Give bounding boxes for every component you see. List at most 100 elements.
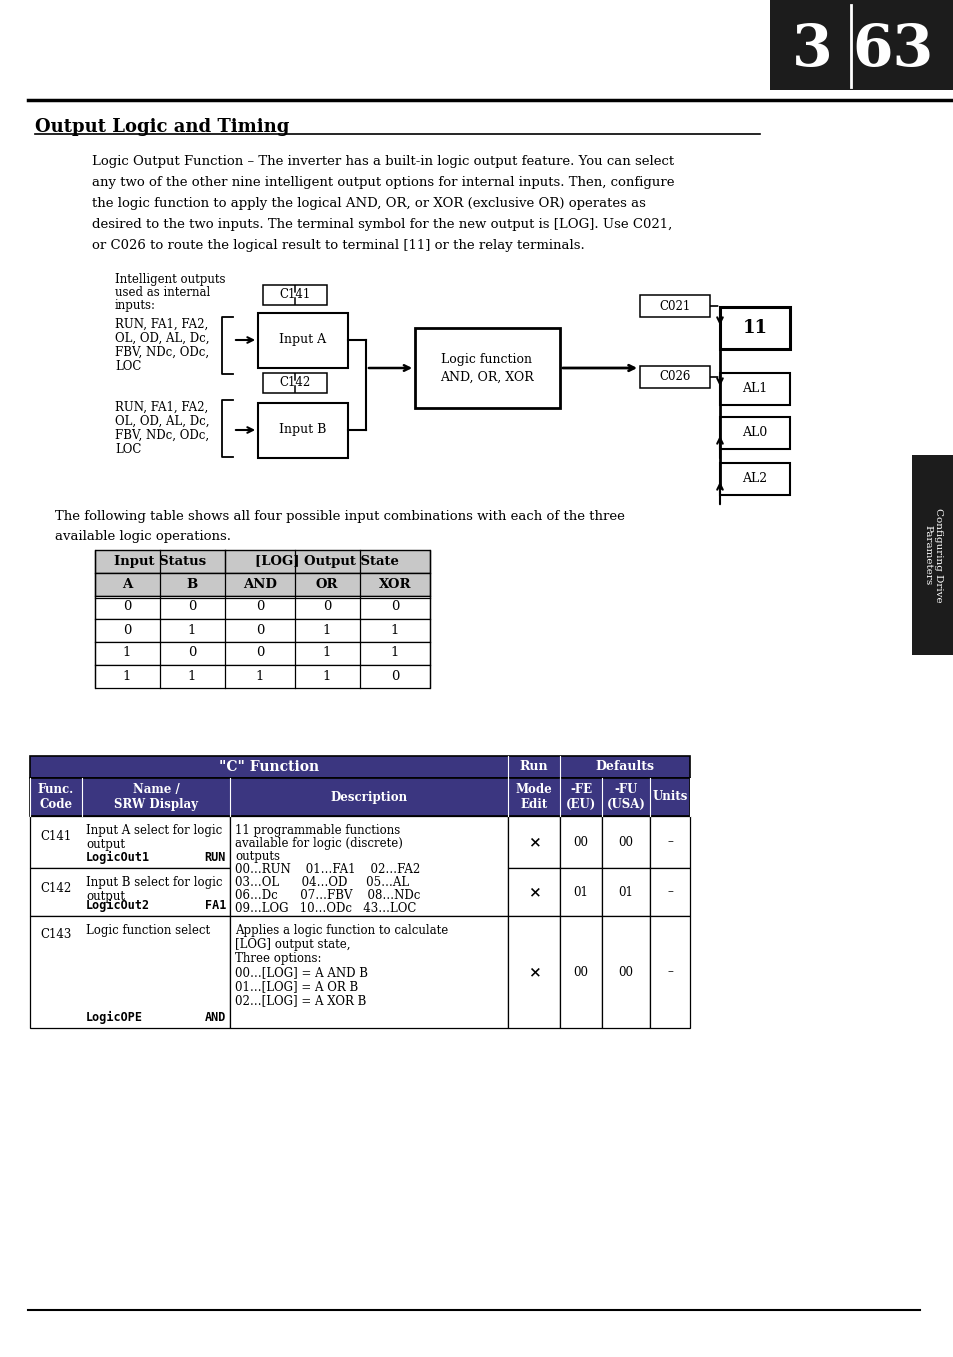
Bar [263, 373, 327, 394]
Text: The following table shows all four possible input combinations with each of the : The following table shows all four possi… [55, 510, 624, 522]
Text: C026: C026 [659, 370, 690, 384]
Text: C142: C142 [279, 376, 311, 389]
Text: outputs: outputs [234, 849, 280, 863]
Text: [LOG] output state,: [LOG] output state, [234, 938, 350, 951]
Text: Intelligent outputs: Intelligent outputs [115, 273, 225, 286]
Bar [30, 868, 230, 916]
Bar [257, 313, 348, 368]
Bar [30, 816, 230, 868]
Text: LOC: LOC [115, 360, 141, 373]
Text: OL, OD, AL, Dc,: OL, OD, AL, Dc, [115, 332, 210, 345]
Text: 1: 1 [322, 669, 331, 683]
Text: 0: 0 [188, 646, 196, 660]
Text: the logic function to apply the logical AND, OR, or XOR (exclusive OR) operates : the logic function to apply the logical … [91, 197, 645, 210]
Text: C021: C021 [659, 300, 690, 312]
Text: 00…RUN    01…FA1    02…FA2: 00…RUN 01…FA1 02…FA2 [234, 863, 420, 877]
Text: 1: 1 [123, 669, 132, 683]
Text: Mode
Edit: Mode Edit [515, 783, 552, 811]
Text: -FU
(USA): -FU (USA) [606, 783, 645, 811]
Bar [639, 294, 709, 318]
Text: Logic function: Logic function [441, 354, 532, 366]
Bar [911, 455, 953, 655]
Text: Logic function select: Logic function select [86, 924, 210, 936]
Text: 11 programmable functions: 11 programmable functions [234, 824, 400, 837]
Text: 03…OL      04…OD     05…AL: 03…OL 04…OD 05…AL [234, 877, 409, 889]
Text: XOR: XOR [378, 578, 411, 590]
Text: 1: 1 [322, 646, 331, 660]
Text: AND: AND [204, 1011, 226, 1025]
Text: OL, OD, AL, Dc,: OL, OD, AL, Dc, [115, 415, 210, 427]
Text: any two of the other nine intelligent output options for internal inputs. Then, : any two of the other nine intelligent ou… [91, 176, 674, 189]
Text: 02…[LOG] = A XOR B: 02…[LOG] = A XOR B [234, 993, 366, 1007]
Text: AL0: AL0 [741, 426, 767, 440]
Text: Applies a logic function to calculate: Applies a logic function to calculate [234, 924, 448, 936]
Bar [95, 573, 430, 596]
Text: 01…[LOG] = A OR B: 01…[LOG] = A OR B [234, 980, 358, 993]
Bar [230, 816, 507, 916]
Bar [649, 816, 689, 868]
Text: 1: 1 [255, 669, 264, 683]
Text: 09…LOG   10…ODc   43…LOC: 09…LOG 10…ODc 43…LOC [234, 902, 416, 915]
Text: Input B: Input B [279, 423, 326, 437]
Text: AND: AND [243, 578, 276, 590]
Text: –: – [666, 836, 672, 848]
Bar [30, 916, 230, 1029]
Text: inputs:: inputs: [115, 299, 156, 312]
Text: AND, OR, XOR: AND, OR, XOR [439, 370, 534, 384]
Text: Input A: Input A [279, 334, 326, 346]
Text: Func.
Code: Func. Code [38, 783, 74, 811]
Text: Name /
SRW Display: Name / SRW Display [113, 783, 198, 811]
Text: Run: Run [519, 760, 548, 773]
Bar [601, 916, 649, 1029]
Text: -FE
(EU): -FE (EU) [565, 783, 596, 811]
Text: FBV, NDc, ODc,: FBV, NDc, ODc, [115, 429, 209, 442]
Text: 1: 1 [391, 623, 398, 636]
Text: 0: 0 [188, 601, 196, 613]
Text: LogicOut2: LogicOut2 [86, 898, 150, 912]
Bar [95, 596, 430, 619]
Text: 0: 0 [391, 601, 398, 613]
Text: or C026 to route the logical result to terminal [11] or the relay terminals.: or C026 to route the logical result to t… [91, 239, 584, 252]
Bar [649, 868, 689, 916]
Bar [559, 916, 601, 1029]
Bar [263, 285, 327, 305]
Text: AL1: AL1 [741, 383, 767, 395]
Bar [30, 778, 689, 816]
Text: C141: C141 [279, 289, 311, 301]
Text: LogicOPE: LogicOPE [86, 1011, 143, 1025]
Text: used as internal: used as internal [115, 286, 210, 299]
Text: Three options:: Three options: [234, 953, 321, 965]
Text: LOC: LOC [115, 442, 141, 456]
Text: OR: OR [315, 578, 338, 590]
Text: [LOG] Output State: [LOG] Output State [254, 555, 398, 567]
Text: 0: 0 [391, 669, 398, 683]
Text: C143: C143 [40, 927, 71, 940]
Bar [559, 816, 601, 868]
Text: C141: C141 [40, 829, 71, 843]
Text: –: – [666, 965, 672, 978]
Text: ×: × [527, 885, 539, 898]
Text: A: A [122, 578, 132, 590]
Text: 3: 3 [791, 22, 832, 77]
Bar [601, 868, 649, 916]
Text: 0: 0 [123, 623, 132, 636]
Bar [415, 328, 559, 408]
Text: Defaults: Defaults [595, 760, 654, 773]
Text: 00: 00 [618, 836, 633, 848]
Text: Output Logic and Timing: Output Logic and Timing [35, 118, 289, 136]
Bar [720, 373, 789, 404]
Text: 1: 1 [188, 669, 196, 683]
Text: C142: C142 [40, 882, 71, 894]
Text: 00: 00 [573, 965, 588, 978]
Text: Logic Output Function – The inverter has a built-in logic output feature. You ca: Logic Output Function – The inverter has… [91, 155, 674, 168]
Text: Input A select for logic: Input A select for logic [86, 824, 222, 837]
Text: Input B select for logic: Input B select for logic [86, 877, 222, 889]
Text: –: – [666, 886, 672, 898]
Text: available logic operations.: available logic operations. [55, 531, 231, 543]
Text: 0: 0 [123, 601, 132, 613]
Text: 0: 0 [255, 601, 264, 613]
Bar [95, 665, 430, 688]
Text: 06…Dc      07…FBV    08…NDc: 06…Dc 07…FBV 08…NDc [234, 889, 420, 902]
Bar [507, 816, 559, 868]
Text: 01: 01 [573, 886, 588, 898]
